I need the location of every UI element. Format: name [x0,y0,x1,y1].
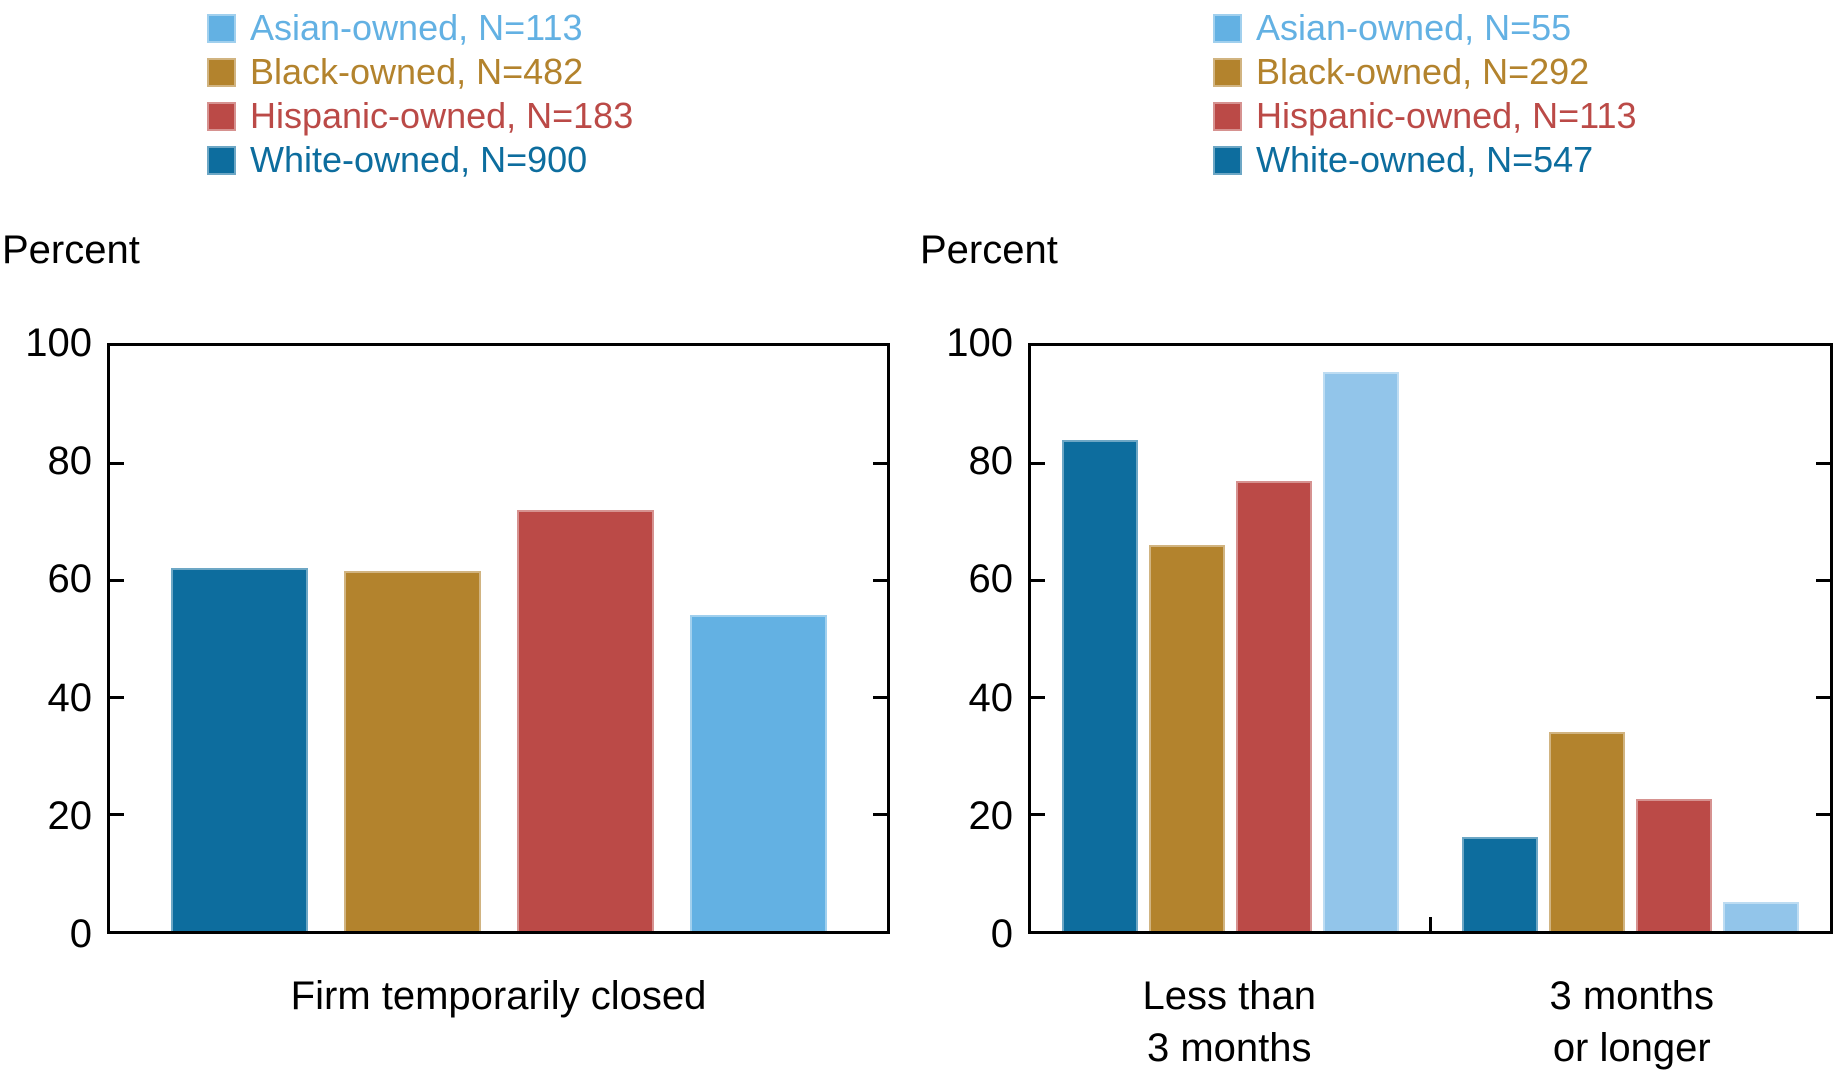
legend-item: White-owned, N=547 [1213,138,1637,182]
bar-hispanic-owned [1236,480,1313,931]
y-tick-label: 20 [968,793,1014,838]
y-tick-label: 40 [47,675,93,720]
y-tick-mark [1031,812,1045,816]
y-tick-mark [1816,578,1830,582]
legend-item-label: Black-owned, N=482 [250,51,584,92]
legend-item: Hispanic-owned, N=183 [207,94,633,138]
y-tick-mark [110,578,124,582]
y-tick-label: 80 [47,439,93,484]
legend-item: Black-owned, N=292 [1213,50,1637,94]
x-tick-mark [1429,917,1432,931]
plot-area [107,343,890,934]
legend-swatch-icon [1213,145,1242,175]
legend-right: Asian-owned, N=55 Black-owned, N=292 Hispa… [1213,6,1637,182]
y-axis-title-right: Percent [920,228,1058,272]
bar-hispanic-owned [1635,799,1712,931]
legend-swatch-icon [207,13,236,43]
y-tick-mark [873,578,887,582]
bar-black-owned [1548,732,1625,931]
legend-item-label: Hispanic-owned, N=183 [250,95,634,136]
legend-item-label: Asian-owned, N=113 [250,7,583,48]
plot-area [1028,343,1833,934]
y-tick-label: 100 [946,321,1013,365]
legend-item-label: White-owned, N=900 [250,139,588,180]
y-tick-label: 40 [968,675,1014,720]
bar-black-owned [1149,544,1226,931]
bar-hispanic-owned [516,509,654,931]
legend-item: Black-owned, N=482 [207,50,633,94]
y-tick-mark [873,695,887,699]
legend-item-label: White-owned, N=547 [1256,139,1594,180]
y-tick-label: 60 [47,557,93,602]
legend-item-label: Hispanic-owned, N=113 [1256,95,1637,136]
legend-swatch-icon [1213,13,1242,43]
x-category-label: 3 months or longer [1549,974,1715,1070]
legend-left: Asian-owned, N=113 Black-owned, N=482 Hisp… [207,6,633,182]
legend-swatch-icon [1213,57,1242,87]
y-tick-mark [1031,695,1045,699]
y-axis-title-left: Percent [2,228,140,272]
y-tick-mark [110,461,124,465]
legend-swatch-icon [207,145,236,175]
x-category-label: Firm temporarily closed [290,974,707,1018]
legend-swatch-icon [207,57,236,87]
y-tick-label: 0 [990,912,1013,956]
bar-asian-owned [1323,372,1400,931]
bar-white-owned [1461,837,1538,931]
y-tick-mark [1031,578,1045,582]
legend-item-label: Asian-owned, N=55 [1256,7,1572,48]
legend-item: Asian-owned, N=113 [207,6,633,50]
bar-black-owned [343,571,481,931]
legend-item-label: Black-owned, N=292 [1256,51,1590,92]
legend-item: Asian-owned, N=55 [1213,6,1637,50]
bar-white-owned [1062,439,1139,931]
y-tick-label: 0 [69,912,92,956]
y-tick-mark [1816,695,1830,699]
x-category-label: Less than 3 months [1142,974,1316,1070]
bar-asian-owned [1722,901,1799,931]
y-tick-label: 20 [47,793,93,838]
legend-item: Hispanic-owned, N=113 [1213,94,1637,138]
y-tick-mark [110,812,124,816]
y-tick-mark [110,695,124,699]
y-tick-label: 80 [968,439,1014,484]
y-tick-mark [1031,461,1045,465]
bar-asian-owned [689,615,827,931]
legend-item: White-owned, N=900 [207,138,633,182]
y-tick-mark [1816,461,1830,465]
legend-swatch-icon [1213,101,1242,131]
bar-white-owned [170,568,308,931]
y-tick-label: 60 [968,557,1014,602]
y-tick-mark [1816,812,1830,816]
y-tick-label: 100 [25,321,92,365]
y-tick-mark [873,461,887,465]
legend-swatch-icon [207,101,236,131]
y-tick-mark [873,812,887,816]
